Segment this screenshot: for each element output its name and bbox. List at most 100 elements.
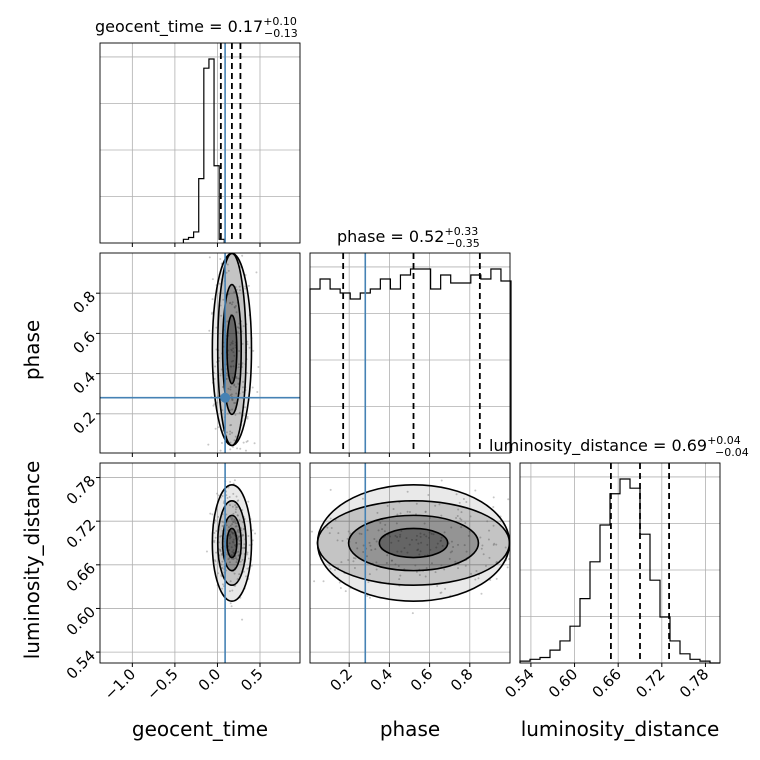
title-luminosity-distance: luminosity_distance = 0.69+0.04 <box>489 434 741 456</box>
scatter-point <box>465 500 468 503</box>
panels-layer: 0.20.40.60.8−1.0 −0.5 0.0 0.50.540.600.660.… <box>63 42 721 704</box>
scatter-point <box>221 560 224 563</box>
scatter-point <box>238 519 241 522</box>
scatter-point <box>441 544 444 547</box>
xlabel-luminosity-distance: luminosity_distance <box>521 717 720 741</box>
scatter-point <box>360 533 363 536</box>
scatter-point <box>213 377 216 380</box>
scatter-point <box>396 536 399 539</box>
scatter-point <box>334 569 337 572</box>
scatter-point <box>430 562 433 565</box>
title-luminosity-distance-sub: −0.04 <box>715 446 749 459</box>
scatter-point <box>426 543 429 546</box>
scatter-point <box>406 490 409 493</box>
scatter-point <box>450 540 453 543</box>
scatter-point <box>463 544 466 547</box>
scatter-point <box>246 343 249 346</box>
title-phase: phase = 0.52+0.33 <box>337 225 478 246</box>
scatter-point <box>475 570 478 573</box>
scatter-point <box>233 291 236 294</box>
scatter-point <box>241 254 244 257</box>
scatter-point <box>386 504 389 507</box>
scatter-point <box>233 354 236 357</box>
scatter-point <box>231 431 234 434</box>
scatter-point <box>241 533 244 536</box>
scatter-point <box>235 377 238 380</box>
scatter-point <box>488 556 491 559</box>
scatter-point <box>477 577 480 580</box>
scatter-point <box>396 513 399 516</box>
scatter-point <box>231 523 234 526</box>
contour-3 <box>226 314 238 385</box>
scatter-point <box>232 365 235 368</box>
panel-geocent_time-luminosity_distance: −1.0 −0.5 0.0 0.5 0.54 0.60 0.66 0.72 0.78 <box>63 462 301 704</box>
scatter-point <box>353 566 356 569</box>
scatter-point <box>434 504 437 507</box>
scatter-point <box>418 574 421 577</box>
scatter-point <box>246 415 249 418</box>
scatter-point <box>410 538 413 541</box>
scatter-point <box>400 529 403 532</box>
scatter-point <box>230 546 233 549</box>
scatter-point <box>440 479 443 482</box>
scatter-point <box>217 426 220 429</box>
scatter-point <box>229 530 232 533</box>
scatter-point <box>229 480 232 483</box>
scatter-point <box>326 526 329 529</box>
scatter-point <box>231 517 234 520</box>
tick-label-y-luminosity_distance: 0.66 <box>63 559 99 595</box>
scatter-point <box>243 543 246 546</box>
scatter-point <box>233 479 236 482</box>
scatter-point <box>220 534 223 537</box>
scatter-point <box>235 495 238 498</box>
scatter-point <box>247 284 250 287</box>
scatter-point <box>238 349 241 352</box>
scatter-point <box>417 542 420 545</box>
scatter-point <box>221 583 224 586</box>
scatter-point <box>398 578 401 581</box>
scatter-point <box>352 556 355 559</box>
scatter-point <box>406 551 409 554</box>
scatter-point <box>232 541 235 544</box>
scatter-point <box>456 514 459 517</box>
scatter-point <box>450 526 453 529</box>
scatter-point <box>232 492 235 495</box>
scatter-point <box>246 417 249 420</box>
scatter-point <box>365 555 368 558</box>
scatter-point <box>455 493 458 496</box>
contour-3 <box>226 527 238 559</box>
scatter-point <box>232 445 235 448</box>
scatter-point <box>366 529 369 532</box>
scatter-point <box>329 517 332 520</box>
scatter-point <box>337 532 340 535</box>
scatter-point <box>233 439 236 442</box>
scatter-point <box>464 521 467 524</box>
scatter-point <box>415 538 418 541</box>
scatter-point <box>221 587 224 590</box>
scatter-point <box>234 435 237 438</box>
scatter-point <box>356 547 359 550</box>
scatter-point <box>495 543 498 546</box>
tick-label-y-luminosity_distance: 0.54 <box>63 646 99 682</box>
scatter-point <box>457 508 460 511</box>
scatter-point <box>229 430 232 433</box>
scatter-point <box>234 511 237 514</box>
scatter-point <box>245 575 248 578</box>
tick-label-x-luminosity_distance: 0.54 <box>501 665 537 701</box>
scatter-point <box>440 536 443 539</box>
scatter-point <box>215 326 218 329</box>
tick-label-x-phase: 0.6 <box>407 665 437 695</box>
scatter-point <box>229 343 232 346</box>
contour-3 <box>378 527 449 559</box>
scatter-point <box>228 542 231 545</box>
tick-label-y-luminosity_distance: 0.72 <box>63 516 99 552</box>
scatter-point <box>403 547 406 550</box>
scatter-point <box>212 404 215 407</box>
scatter-point <box>228 549 231 552</box>
tick-label-y-phase: 0.8 <box>69 288 99 318</box>
scatter-point <box>205 550 208 553</box>
scatter-point <box>234 508 237 511</box>
scatter-point <box>346 537 349 540</box>
scatter-point <box>228 537 231 540</box>
panel-frame <box>99 462 301 664</box>
